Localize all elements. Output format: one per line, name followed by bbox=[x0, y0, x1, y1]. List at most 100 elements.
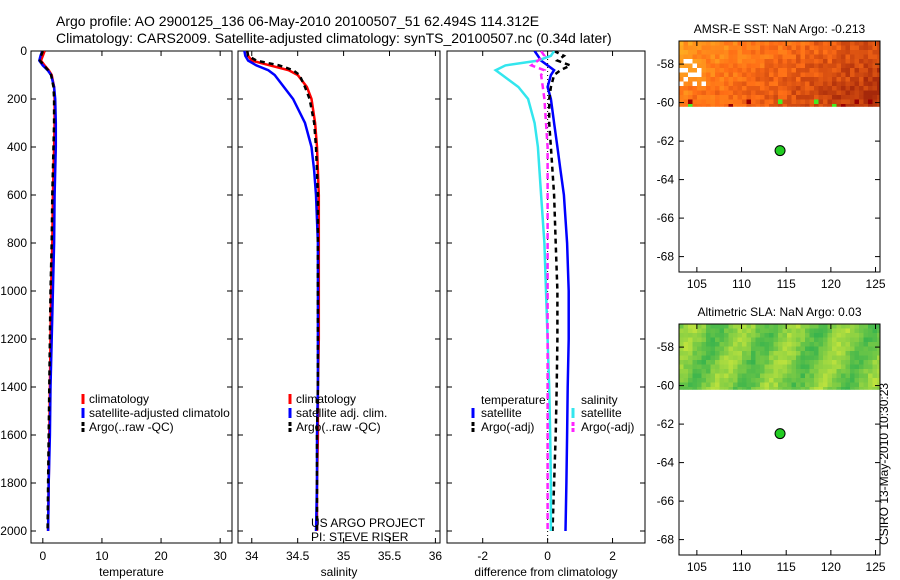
heatmap-cell bbox=[814, 99, 819, 105]
heatmap-cell bbox=[706, 90, 711, 96]
heatmap-cell bbox=[688, 59, 693, 64]
heatmap-cell bbox=[688, 68, 693, 73]
heatmap-cell bbox=[755, 342, 761, 347]
heatmap-cell bbox=[701, 364, 707, 370]
heatmap-cell bbox=[706, 369, 711, 374]
heatmap-cell bbox=[877, 45, 881, 51]
heatmap-cell bbox=[773, 324, 779, 329]
heatmap-cell bbox=[751, 324, 756, 329]
heatmap-cell bbox=[805, 378, 810, 383]
heatmap-cell bbox=[724, 373, 729, 379]
heatmap-cell bbox=[751, 378, 756, 383]
heatmap-cell bbox=[755, 364, 761, 370]
heatmap-cell bbox=[814, 86, 819, 91]
heatmap-cell bbox=[823, 99, 828, 105]
heatmap-cell bbox=[832, 72, 837, 78]
heatmap-cell bbox=[755, 95, 761, 100]
heatmap-cell bbox=[769, 59, 774, 64]
heatmap-cell bbox=[710, 86, 716, 91]
heatmap-cell bbox=[791, 342, 797, 347]
figure-title-line1: Argo profile: AO 2900125_136 06-May-2010… bbox=[56, 13, 539, 29]
heatmap-cell bbox=[746, 41, 752, 46]
heatmap-cell bbox=[841, 333, 846, 338]
heatmap-cell bbox=[769, 72, 774, 78]
heatmap-cell bbox=[805, 68, 810, 73]
heatmap-cell bbox=[742, 387, 747, 390]
heatmap-cell bbox=[733, 54, 738, 60]
heatmap-cell bbox=[787, 90, 792, 96]
heatmap-cell bbox=[877, 328, 881, 334]
heatmap-cell bbox=[746, 59, 752, 64]
heatmap-cell bbox=[836, 99, 842, 105]
heatmap-cell bbox=[688, 95, 693, 100]
heatmap-cell bbox=[809, 328, 815, 334]
heatmap-cell bbox=[809, 373, 815, 379]
heatmap-cell bbox=[854, 59, 860, 64]
heatmap-cell bbox=[728, 346, 734, 352]
heatmap-cell bbox=[697, 63, 702, 69]
heatmap-cell bbox=[814, 369, 819, 374]
heatmap-cell bbox=[773, 364, 779, 370]
heatmap-cell bbox=[742, 63, 747, 69]
heatmap-cell bbox=[764, 50, 770, 55]
series-line-temperature-satellite bbox=[533, 51, 570, 532]
x-tick-label: 10 bbox=[95, 549, 109, 563]
heatmap-cell bbox=[782, 90, 788, 96]
heatmap-cell bbox=[728, 337, 734, 343]
heatmap-cell bbox=[854, 45, 860, 51]
heatmap-cell bbox=[760, 364, 765, 370]
heatmap-cell bbox=[679, 72, 684, 78]
heatmap-cell bbox=[823, 95, 828, 100]
heatmap-cell bbox=[751, 333, 756, 338]
heatmap-cell bbox=[751, 355, 756, 361]
heatmap-cell bbox=[877, 72, 881, 78]
heatmap-cell bbox=[859, 328, 864, 334]
heatmap-cell bbox=[697, 72, 702, 78]
heatmap-cell bbox=[868, 346, 873, 352]
heatmap-cell bbox=[845, 346, 851, 352]
heatmap-cell bbox=[688, 342, 693, 347]
heatmap-cell bbox=[868, 104, 873, 107]
heatmap-cell bbox=[742, 72, 747, 78]
heatmap-cell bbox=[809, 68, 815, 73]
y-tick-label: 600 bbox=[7, 188, 27, 202]
heatmap-cell bbox=[683, 41, 689, 46]
heatmap-cell bbox=[742, 77, 747, 82]
heatmap-cell bbox=[719, 387, 725, 390]
heatmap-cell bbox=[715, 77, 720, 82]
heatmap-cell bbox=[701, 72, 707, 78]
heatmap-cell bbox=[814, 72, 819, 78]
heatmap-cell bbox=[850, 99, 855, 105]
heatmap-cell bbox=[773, 50, 779, 55]
heatmap-cell bbox=[877, 95, 881, 100]
heatmap-cell bbox=[746, 77, 752, 82]
heatmap-cell bbox=[859, 81, 864, 87]
y-tick-label: 200 bbox=[7, 92, 27, 106]
heatmap-cell bbox=[863, 346, 869, 352]
heatmap-cell bbox=[710, 54, 716, 60]
heatmap-cell bbox=[841, 382, 846, 388]
heatmap-cell bbox=[841, 95, 846, 100]
heatmap-cell bbox=[809, 45, 815, 51]
heatmap-cell bbox=[850, 95, 855, 100]
heatmap-cell bbox=[751, 54, 756, 60]
heatmap-cell bbox=[755, 355, 761, 361]
heatmap-cell bbox=[877, 373, 881, 379]
heatmap-cell bbox=[836, 81, 842, 87]
heatmap-cell bbox=[850, 382, 855, 388]
heatmap-cell bbox=[755, 337, 761, 343]
heatmap-cell bbox=[796, 77, 801, 82]
heatmap-cell bbox=[859, 95, 864, 100]
heatmap-cell bbox=[679, 41, 684, 46]
heatmap-cell bbox=[692, 63, 698, 69]
heatmap-cell bbox=[706, 41, 711, 46]
heatmap-cell bbox=[688, 63, 693, 69]
heatmap-cell bbox=[814, 355, 819, 361]
heatmap-cell bbox=[818, 351, 824, 356]
heatmap-cell bbox=[688, 77, 693, 82]
heatmap-cell bbox=[746, 104, 752, 107]
heatmap-cell bbox=[688, 346, 693, 352]
heatmap-cell bbox=[755, 373, 761, 379]
heatmap-cell bbox=[724, 337, 729, 343]
series-line-climatology bbox=[245, 51, 321, 531]
